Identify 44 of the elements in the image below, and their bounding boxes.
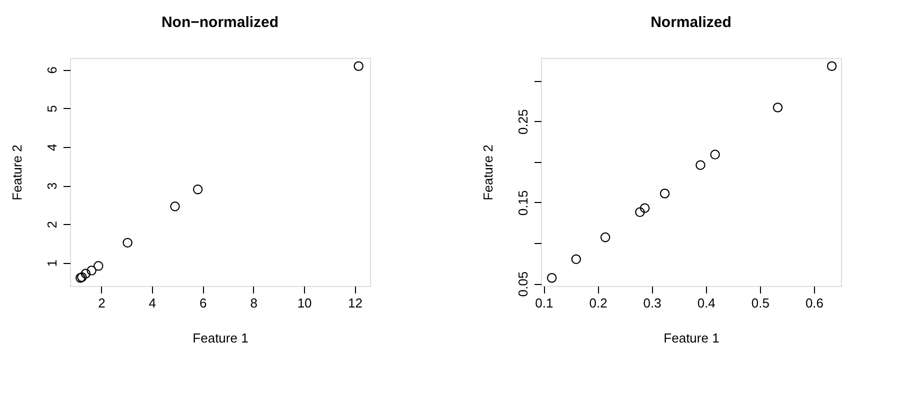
point bbox=[86, 266, 96, 276]
y-tick-label: 1 bbox=[44, 260, 60, 267]
y-tick-label: 4 bbox=[44, 144, 60, 151]
x-tick-label: 6 bbox=[200, 296, 207, 310]
point bbox=[546, 273, 557, 283]
point bbox=[826, 61, 837, 71]
y-tick-label: 2 bbox=[44, 221, 60, 228]
y-tick-label: 0.15 bbox=[516, 190, 530, 216]
y-axis-title: Feature 2 bbox=[10, 144, 24, 200]
point bbox=[354, 61, 364, 71]
x-axis-title: Feature 1 bbox=[664, 330, 720, 346]
y-axis-title: Feature 2 bbox=[480, 144, 496, 200]
y-tick-label: 0.25 bbox=[516, 109, 530, 134]
x-tick-label: 8 bbox=[250, 296, 258, 310]
y-tick-label: 6 bbox=[44, 66, 60, 74]
x-axis-title: Feature 1 bbox=[192, 330, 248, 346]
x-tick-label: 12 bbox=[348, 296, 363, 310]
point bbox=[772, 102, 783, 112]
x-tick-label: 0.3 bbox=[643, 296, 662, 310]
point bbox=[122, 238, 132, 248]
x-tick-label: 2 bbox=[98, 296, 106, 310]
x-tick-label: 0.5 bbox=[751, 296, 770, 310]
point bbox=[696, 160, 706, 170]
y-tick-label: 0.05 bbox=[516, 271, 530, 297]
x-tick-label: 0.1 bbox=[535, 296, 554, 310]
point bbox=[170, 202, 180, 212]
point bbox=[640, 203, 650, 213]
x-tick-label: 4 bbox=[148, 296, 156, 310]
x-tick-label: 0.6 bbox=[805, 296, 824, 310]
point bbox=[94, 261, 104, 271]
x-tick-label: 0.4 bbox=[697, 296, 716, 310]
point bbox=[660, 188, 670, 198]
x-tick-label: 10 bbox=[297, 296, 312, 310]
point bbox=[80, 268, 91, 279]
y-tick-label: 3 bbox=[44, 182, 60, 190]
x-tick-label: 0.2 bbox=[589, 296, 608, 310]
point bbox=[635, 207, 645, 218]
point bbox=[571, 254, 582, 264]
y-tick-label: 5 bbox=[44, 105, 60, 112]
chart-title: Normalized bbox=[650, 14, 732, 31]
chart-title: Non−normalized bbox=[161, 14, 279, 31]
point bbox=[600, 232, 610, 242]
point bbox=[192, 184, 203, 194]
point bbox=[710, 150, 720, 160]
